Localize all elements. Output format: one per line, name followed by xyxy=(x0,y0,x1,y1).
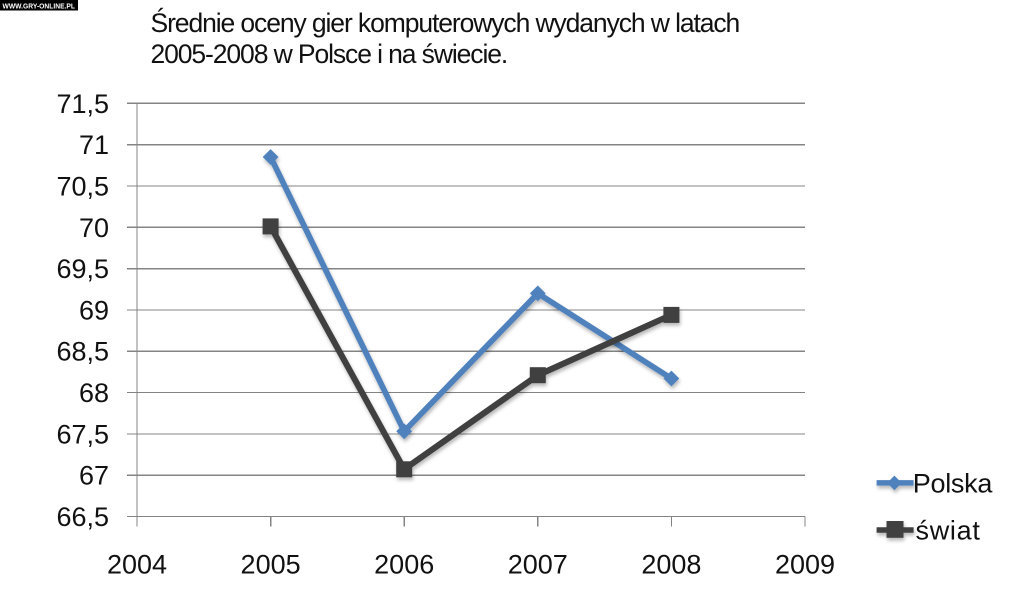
svg-text:71: 71 xyxy=(79,130,109,160)
svg-text:69: 69 xyxy=(79,295,109,325)
svg-text:2005: 2005 xyxy=(241,550,301,580)
svg-text:68: 68 xyxy=(79,378,109,408)
svg-text:Polska: Polska xyxy=(913,468,994,498)
svg-text:2004: 2004 xyxy=(107,550,167,580)
svg-text:71,5: 71,5 xyxy=(56,89,109,119)
svg-text:2006: 2006 xyxy=(374,550,434,580)
svg-text:66,5: 66,5 xyxy=(56,502,109,532)
svg-text:69,5: 69,5 xyxy=(56,254,109,284)
svg-text:2005-2008 w Polsce i na świeci: 2005-2008 w Polsce i na świecie. xyxy=(151,39,508,69)
svg-text:67: 67 xyxy=(79,461,109,491)
svg-text:WWW.GRY-ONLINE.PL: WWW.GRY-ONLINE.PL xyxy=(3,3,76,10)
svg-text:Średnie oceny gier komputerowy: Średnie oceny gier komputerowych wydanyc… xyxy=(151,8,740,38)
svg-text:67,5: 67,5 xyxy=(56,419,109,449)
svg-text:68,5: 68,5 xyxy=(56,337,109,367)
svg-text:świat: świat xyxy=(916,516,981,546)
svg-text:2007: 2007 xyxy=(508,550,568,580)
svg-text:70: 70 xyxy=(79,213,109,243)
svg-text:2009: 2009 xyxy=(775,550,835,580)
svg-text:2008: 2008 xyxy=(641,550,701,580)
svg-text:70,5: 70,5 xyxy=(56,171,109,201)
